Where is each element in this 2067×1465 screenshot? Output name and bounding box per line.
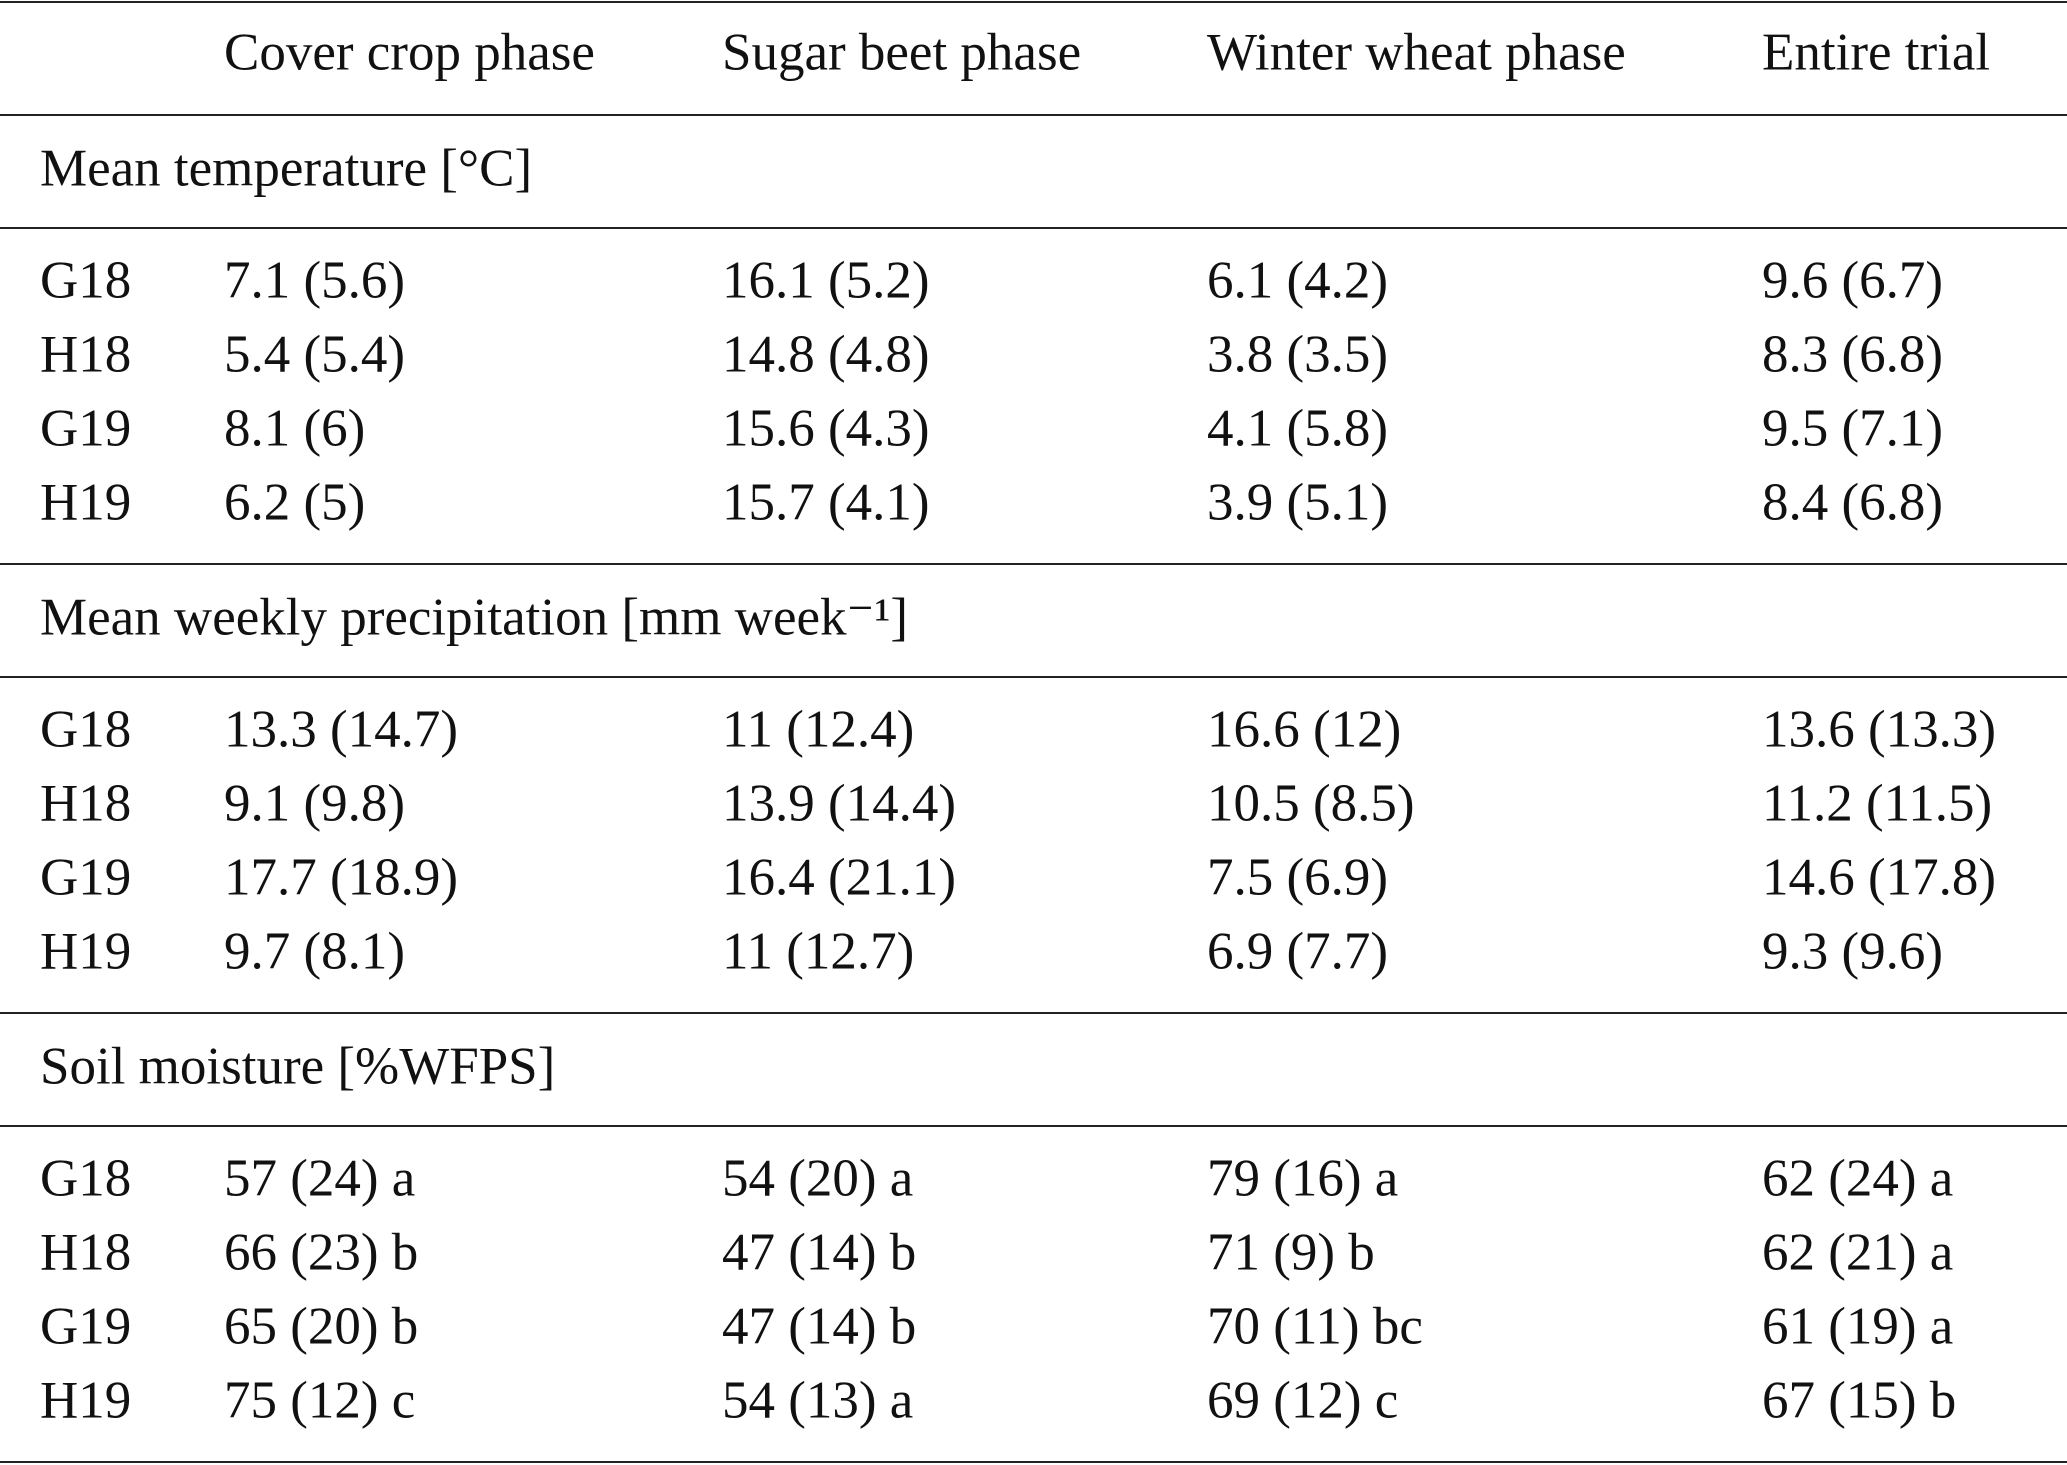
cell: 7.1 (5.6) bbox=[224, 251, 406, 310]
cell: 65 (20) b bbox=[224, 1297, 419, 1356]
cell: 9.3 (9.6) bbox=[1762, 922, 1944, 981]
cell: 7.5 (6.9) bbox=[1207, 848, 1389, 907]
cell: 16.4 (21.1) bbox=[722, 848, 957, 907]
cell: 17.7 (18.9) bbox=[224, 848, 459, 907]
cell: 11 (12.7) bbox=[722, 922, 915, 981]
cell: 54 (20) a bbox=[722, 1149, 914, 1208]
row-label: H18 bbox=[40, 1223, 132, 1282]
section-end-rule bbox=[0, 563, 2067, 565]
section-title: Mean temperature [°C] bbox=[40, 139, 533, 198]
row-label: H18 bbox=[40, 774, 132, 833]
column-header: Sugar beet phase bbox=[722, 23, 1082, 82]
row-label: H19 bbox=[40, 922, 132, 981]
cell: 14.8 (4.8) bbox=[722, 325, 930, 384]
section-rule bbox=[0, 227, 2067, 229]
cell: 8.4 (6.8) bbox=[1762, 473, 1944, 532]
cell: 69 (12) c bbox=[1207, 1371, 1399, 1430]
cell: 62 (21) a bbox=[1762, 1223, 1954, 1282]
section-title: Mean weekly precipitation [mm week⁻¹] bbox=[40, 588, 909, 647]
cell: 66 (23) b bbox=[224, 1223, 419, 1282]
cell: 8.1 (6) bbox=[224, 399, 366, 458]
cell: 70 (11) bc bbox=[1207, 1297, 1423, 1356]
cell: 13.3 (14.7) bbox=[224, 700, 459, 759]
section-end-rule bbox=[0, 1012, 2067, 1014]
section-title: Soil moisture [%WFPS] bbox=[40, 1037, 556, 1096]
cell: 9.1 (9.8) bbox=[224, 774, 406, 833]
cell: 67 (15) b bbox=[1762, 1371, 1957, 1430]
section-end-rule bbox=[0, 1461, 2067, 1463]
cell: 3.9 (5.1) bbox=[1207, 473, 1389, 532]
cell: 62 (24) a bbox=[1762, 1149, 1954, 1208]
column-header: Entire trial bbox=[1762, 23, 1991, 82]
cell: 16.6 (12) bbox=[1207, 700, 1402, 759]
cell: 11 (12.4) bbox=[722, 700, 915, 759]
cell: 5.4 (5.4) bbox=[224, 325, 406, 384]
row-label: G18 bbox=[40, 1149, 132, 1208]
cell: 57 (24) a bbox=[224, 1149, 416, 1208]
row-label: G19 bbox=[40, 1297, 132, 1356]
column-header: Winter wheat phase bbox=[1207, 23, 1626, 82]
row-label: H19 bbox=[40, 473, 132, 532]
cell: 61 (19) a bbox=[1762, 1297, 1954, 1356]
section-rule bbox=[0, 676, 2067, 678]
cell: 6.1 (4.2) bbox=[1207, 251, 1389, 310]
cell: 10.5 (8.5) bbox=[1207, 774, 1415, 833]
cell: 9.5 (7.1) bbox=[1762, 399, 1944, 458]
section-rule bbox=[0, 1125, 2067, 1127]
cell: 47 (14) b bbox=[722, 1223, 917, 1282]
row-label: H19 bbox=[40, 1371, 132, 1430]
cell: 16.1 (5.2) bbox=[722, 251, 930, 310]
cell: 15.7 (4.1) bbox=[722, 473, 930, 532]
cell: 6.9 (7.7) bbox=[1207, 922, 1389, 981]
cell: 11.2 (11.5) bbox=[1762, 774, 1993, 833]
cell: 8.3 (6.8) bbox=[1762, 325, 1944, 384]
cell: 3.8 (3.5) bbox=[1207, 325, 1389, 384]
cell: 14.6 (17.8) bbox=[1762, 848, 1997, 907]
cell: 54 (13) a bbox=[722, 1371, 914, 1430]
cell: 6.2 (5) bbox=[224, 473, 366, 532]
row-label: G18 bbox=[40, 251, 132, 310]
cell: 75 (12) c bbox=[224, 1371, 416, 1430]
cell: 79 (16) a bbox=[1207, 1149, 1399, 1208]
cell: 4.1 (5.8) bbox=[1207, 399, 1389, 458]
row-label: G19 bbox=[40, 399, 132, 458]
cell: 13.9 (14.4) bbox=[722, 774, 957, 833]
cell: 9.7 (8.1) bbox=[224, 922, 406, 981]
cell: 47 (14) b bbox=[722, 1297, 917, 1356]
cell: 15.6 (4.3) bbox=[722, 399, 930, 458]
header-rule bbox=[0, 114, 2067, 116]
cell: 13.6 (13.3) bbox=[1762, 700, 1997, 759]
column-header: Cover crop phase bbox=[224, 23, 595, 82]
top-rule bbox=[0, 1, 2067, 3]
cell: 9.6 (6.7) bbox=[1762, 251, 1944, 310]
cell: 71 (9) b bbox=[1207, 1223, 1375, 1282]
row-label: G18 bbox=[40, 700, 132, 759]
row-label: H18 bbox=[40, 325, 132, 384]
row-label: G19 bbox=[40, 848, 132, 907]
